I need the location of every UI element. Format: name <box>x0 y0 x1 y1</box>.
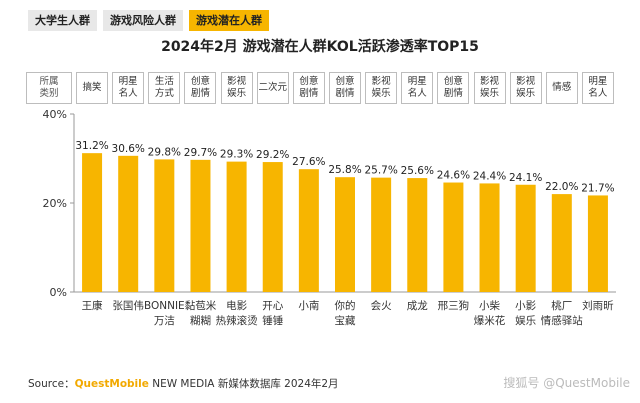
y-tick-label: 20% <box>43 197 67 210</box>
x-tick-label: 张国伟 <box>112 299 144 312</box>
bar <box>515 184 536 292</box>
x-tick-label: 电影热辣滚烫 <box>216 299 258 327</box>
x-tick-label: 你的宝藏 <box>335 299 356 327</box>
bar <box>407 178 428 292</box>
bar <box>262 162 283 292</box>
category-cell: 明星 名人 <box>581 72 614 104</box>
source-prefix: Source： <box>28 378 75 390</box>
category-cell: 创意 剧情 <box>437 72 470 104</box>
value-label: 31.2% <box>75 140 108 152</box>
value-label: 27.6% <box>292 156 325 168</box>
bar <box>298 169 319 292</box>
category-cell: 二次元 <box>256 72 289 104</box>
x-tick-label: 成龙 <box>407 299 428 312</box>
watermark: 搜狐号 @QuestMobile <box>503 376 630 390</box>
x-tick-label: 王康 <box>82 299 103 312</box>
value-label: 21.7% <box>581 182 614 194</box>
category-header-cell: 所属 类别 <box>26 72 72 104</box>
x-tick-label: 小柴爆米花 <box>474 299 506 327</box>
bar <box>226 161 247 292</box>
category-cell: 生活 方式 <box>148 72 181 104</box>
value-label: 29.8% <box>148 146 181 158</box>
category-cell: 情感 <box>545 72 578 104</box>
x-tick-label: 会火 <box>371 299 392 312</box>
category-cell: 影视 娱乐 <box>509 72 542 104</box>
value-label: 25.8% <box>328 164 361 176</box>
x-tick-label: 开心锤锤 <box>262 300 283 327</box>
bar <box>587 195 608 292</box>
value-label: 24.1% <box>509 172 542 184</box>
value-label: 25.7% <box>364 165 397 177</box>
bar <box>154 159 175 292</box>
category-cell: 影视 娱乐 <box>220 72 253 104</box>
bar <box>371 177 392 292</box>
category-cell: 明星 名人 <box>401 72 434 104</box>
value-label: 29.7% <box>184 147 217 159</box>
value-label: 24.6% <box>437 170 470 182</box>
bar <box>551 194 572 292</box>
x-tick-label: 刘雨昕 <box>582 300 614 312</box>
tab-game-risk[interactable]: 游戏风险人群 <box>103 10 183 31</box>
audience-tabs: 大学生人群 游戏风险人群 游戏潜在人群 <box>28 10 269 31</box>
x-tick-label: 桃厂情感驿站 <box>541 299 583 327</box>
y-tick-label: 0% <box>50 286 67 299</box>
chart-title: 2024年2月 游戏潜在人群KOL活跃渗透率TOP15 <box>161 39 479 55</box>
x-tick-label: 邢三狗 <box>438 299 470 312</box>
bar <box>479 183 500 292</box>
x-tick-label: BONNIE 万洁 <box>144 300 185 327</box>
category-cell: 影视 娱乐 <box>365 72 398 104</box>
value-label: 29.2% <box>256 149 289 161</box>
source-note: Source：QuestMobile NEW MEDIA 新媒体数据库 2024… <box>28 376 339 391</box>
value-label: 24.4% <box>473 170 506 182</box>
bar <box>118 155 139 292</box>
category-cell: 创意 剧情 <box>184 72 217 104</box>
category-cell: 搞笑 <box>76 72 109 104</box>
category-cell: 创意 剧情 <box>329 72 361 104</box>
x-tick-label: 小南 <box>298 299 319 312</box>
bar <box>443 182 464 292</box>
source-suffix: NEW MEDIA 新媒体数据库 2024年2月 <box>148 378 339 390</box>
category-cell: 创意 剧情 <box>292 72 325 104</box>
category-cell: 影视 娱乐 <box>473 72 506 104</box>
category-cell: 明星 名人 <box>112 72 145 104</box>
bar <box>82 153 103 292</box>
bar <box>335 177 355 292</box>
value-label: 22.0% <box>545 181 578 193</box>
value-label: 29.3% <box>220 149 253 161</box>
x-tick-label: 小影娱乐 <box>515 299 536 327</box>
tab-game-potential[interactable]: 游戏潜在人群 <box>189 10 269 31</box>
bar <box>190 159 211 292</box>
y-tick-label: 40% <box>43 108 67 121</box>
value-label: 30.6% <box>112 143 145 155</box>
tab-college-students[interactable]: 大学生人群 <box>28 10 97 31</box>
value-label: 25.6% <box>401 165 434 177</box>
x-tick-label: 黏苞米糊糊 <box>185 299 217 327</box>
source-brand: QuestMobile <box>74 378 149 390</box>
